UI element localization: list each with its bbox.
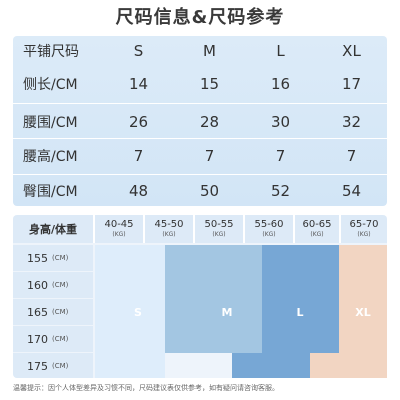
measurement-cell: 32 bbox=[341, 112, 362, 131]
measurement-table: 平铺尺码 S M L XL 侧长/CM 14 15 16 17 腰围/CM 26… bbox=[13, 36, 387, 206]
footnote: 温馨提示：因个人体型差异及习惯不同，尺码建议表仅供参考，如有疑问请咨询客服。 bbox=[13, 384, 279, 392]
height-unit: (CM) bbox=[52, 335, 69, 343]
weight-unit: (KG) bbox=[262, 231, 276, 238]
height-value: 175 bbox=[27, 359, 48, 373]
measurement-row-side-length: 侧长/CM 14 15 16 17 bbox=[13, 66, 387, 101]
measurement-row-label: 臀围/CM bbox=[23, 184, 78, 200]
size-label-m: M bbox=[221, 306, 233, 319]
weight-unit: (KG) bbox=[212, 231, 226, 238]
size-header-m: M bbox=[203, 42, 216, 60]
measurement-cell: 17 bbox=[341, 74, 362, 93]
height-weight-corner-label: 身高/体重 bbox=[13, 215, 93, 243]
measurement-cell: 30 bbox=[270, 112, 291, 131]
height-row-label: 155 (CM) bbox=[13, 245, 93, 271]
weight-header-cell: 55-60 (KG) bbox=[245, 215, 293, 243]
weight-header-row: 身高/体重 40-45 (KG) 45-50 (KG) 50-55 (KG) 5… bbox=[13, 215, 387, 243]
height-value: 160 bbox=[27, 278, 48, 292]
height-unit: (CM) bbox=[52, 362, 69, 370]
size-label-s: S bbox=[134, 306, 142, 319]
measurement-row-label: 腰围/CM bbox=[23, 114, 78, 131]
measurement-cell: 28 bbox=[199, 112, 220, 131]
weight-unit: (KG) bbox=[112, 231, 126, 238]
size-band-m-lower bbox=[165, 325, 262, 353]
height-value: 165 bbox=[27, 305, 48, 319]
height-row-label: 170 (CM) bbox=[13, 326, 93, 352]
measurement-cell: 7 bbox=[275, 147, 286, 165]
weight-unit: (KG) bbox=[357, 231, 371, 238]
measurement-cell: 7 bbox=[204, 147, 215, 165]
measurement-cell: 54 bbox=[341, 182, 362, 200]
weight-header-cell: 65-70 (KG) bbox=[341, 215, 387, 243]
measurement-cell: 15 bbox=[199, 74, 220, 93]
measurement-cell: 26 bbox=[128, 112, 149, 131]
size-header-l: L bbox=[276, 42, 285, 60]
size-band-xl-lower bbox=[310, 353, 387, 378]
size-band-s-bottom bbox=[95, 353, 165, 378]
measurement-row-waist: 腰围/CM 26 28 30 32 bbox=[13, 103, 387, 139]
size-label-l: L bbox=[296, 306, 304, 319]
size-header-s: S bbox=[133, 42, 144, 60]
size-band-l bbox=[262, 245, 339, 353]
height-row-label: 165 (CM) bbox=[13, 299, 93, 325]
page-title: 尺码信息&尺码参考 bbox=[115, 7, 285, 28]
measurement-cell: 16 bbox=[270, 74, 291, 93]
measurement-row-hip: 臀围/CM 48 50 52 54 bbox=[13, 174, 387, 206]
measurement-cell: 14 bbox=[128, 74, 149, 93]
weight-range: 45-50 bbox=[154, 219, 184, 230]
measurement-header-row: 平铺尺码 S M L XL bbox=[13, 36, 387, 66]
measurement-cell: 48 bbox=[128, 182, 149, 200]
measurement-cell: 7 bbox=[133, 147, 144, 165]
weight-header-cell: 40-45 (KG) bbox=[95, 215, 143, 243]
measurement-row-label: 腰高/CM bbox=[23, 149, 78, 165]
weight-range: 60-65 bbox=[302, 219, 332, 230]
weight-header-cell: 50-55 (KG) bbox=[195, 215, 243, 243]
weight-unit: (KG) bbox=[162, 231, 176, 238]
weight-range: 40-45 bbox=[104, 219, 134, 230]
height-unit: (CM) bbox=[52, 254, 69, 262]
size-label-xl: XL bbox=[355, 306, 371, 319]
height-row-label: 175 (CM) bbox=[13, 353, 93, 378]
weight-header-cell: 45-50 (KG) bbox=[145, 215, 193, 243]
weight-range: 50-55 bbox=[204, 219, 234, 230]
weight-range: 55-60 bbox=[254, 219, 284, 230]
size-header-xl: XL bbox=[342, 42, 361, 60]
measurement-cell: 7 bbox=[346, 147, 357, 165]
measurement-header-label: 平铺尺码 bbox=[23, 44, 79, 60]
height-unit: (CM) bbox=[52, 281, 69, 289]
measurement-cell: 52 bbox=[270, 182, 291, 200]
height-value: 155 bbox=[27, 251, 48, 265]
measurement-row-label: 侧长/CM bbox=[23, 76, 78, 93]
weight-header-cell: 60-65 (KG) bbox=[295, 215, 339, 243]
size-band-m bbox=[165, 245, 262, 325]
weight-unit: (KG) bbox=[310, 231, 324, 238]
height-row-label: 160 (CM) bbox=[13, 272, 93, 298]
measurement-cell: 50 bbox=[199, 182, 220, 200]
size-band-l-lower bbox=[232, 353, 310, 378]
height-unit: (CM) bbox=[52, 308, 69, 316]
weight-range: 65-70 bbox=[349, 219, 379, 230]
size-band-xl bbox=[339, 245, 387, 353]
height-value: 170 bbox=[27, 332, 48, 346]
measurement-row-waist-height: 腰高/CM 7 7 7 7 bbox=[13, 138, 387, 173]
